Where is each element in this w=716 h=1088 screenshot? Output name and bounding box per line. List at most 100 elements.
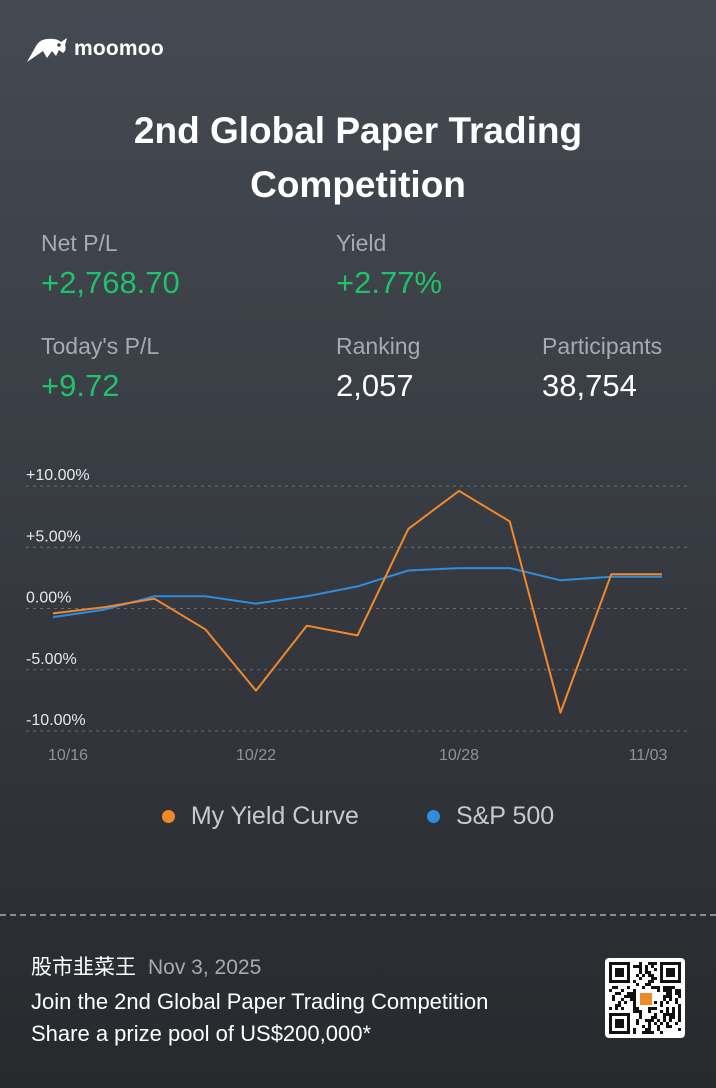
qr-module (675, 989, 678, 992)
qr-code[interactable] (605, 958, 685, 1038)
series-line-s-p-500 (52, 567, 662, 619)
username: 股市韭菜王 (31, 956, 136, 979)
qr-module (657, 986, 660, 989)
qr-module (633, 992, 636, 995)
qr-module (645, 983, 648, 986)
yield-label: Yield (336, 230, 387, 256)
qr-module (651, 974, 654, 977)
qr-module (624, 1001, 627, 1004)
qr-module (666, 995, 669, 998)
user-line: 股市韭菜王 Nov 3, 2025 (31, 954, 488, 982)
qr-module (648, 1031, 651, 1034)
qr-module (627, 986, 630, 989)
y-tick-label: +5.00% (26, 528, 81, 545)
qr-module (675, 998, 678, 1001)
qr-module (645, 1028, 648, 1031)
yield-stat: Yield +2.77% (336, 229, 442, 303)
qr-module (651, 962, 654, 965)
qr-module (615, 1004, 618, 1007)
qr-module (642, 986, 645, 989)
qr-module (633, 1031, 636, 1034)
qr-module (675, 1022, 678, 1025)
qr-module (636, 1022, 639, 1025)
qr-module (648, 962, 651, 965)
qr-module (636, 974, 639, 977)
qr-module (666, 1025, 669, 1028)
qr-module (672, 1010, 675, 1013)
qr-logo (640, 993, 652, 1005)
qr-module (654, 968, 657, 971)
qr-module (618, 1001, 621, 1004)
share-date: Nov 3, 2025 (148, 956, 262, 979)
qr-module (639, 977, 642, 980)
qr-module (615, 992, 618, 995)
qr-module (651, 965, 654, 968)
legend-dot-my-yield (161, 809, 175, 823)
qr-module (663, 1019, 666, 1022)
qr-module (645, 968, 648, 971)
participants-label: Participants (542, 333, 663, 359)
qr-module (639, 962, 642, 965)
qr-module (627, 992, 630, 995)
qr-module (663, 998, 666, 1001)
ranking-stat: Ranking 2,057 (336, 332, 420, 406)
qr-module (669, 1013, 672, 1016)
qr-module (648, 1010, 651, 1013)
ranking-label: Ranking (336, 333, 421, 359)
yield-value: +2.77% (336, 265, 443, 300)
moomoo-bull-icon (27, 38, 67, 62)
qr-module (651, 980, 654, 983)
qr-module (669, 1019, 672, 1022)
legend-item-my-yield: My Yield Curve (161, 802, 359, 831)
qr-module (624, 995, 627, 998)
qr-module (651, 1016, 654, 1019)
qr-module (609, 989, 612, 992)
legend-dot-sp500 (426, 809, 440, 823)
qr-module (660, 1001, 663, 1004)
qr-module (642, 1031, 645, 1034)
qr-module (633, 998, 636, 1001)
qr-module (630, 992, 633, 995)
todays-pl-label: Today's P/L (41, 333, 160, 359)
qr-module (612, 998, 615, 1001)
share-footer: 股市韭菜王 Nov 3, 2025 Join the 2nd Global Pap… (31, 954, 488, 1050)
qr-module (648, 1019, 651, 1022)
qr-module (678, 1028, 681, 1031)
participants-stat: Participants 38,754 (542, 332, 662, 406)
qr-module (678, 1004, 681, 1007)
qr-module (645, 965, 648, 968)
qr-module (621, 998, 624, 1001)
qr-module (666, 1022, 669, 1025)
qr-module (633, 1028, 636, 1031)
page-title: 2nd Global Paper Trading Competition (0, 104, 716, 212)
qr-module (615, 986, 618, 989)
net-pl-value: +2,768.70 (41, 265, 180, 300)
qr-module (618, 1004, 621, 1007)
qr-module (636, 1007, 639, 1010)
qr-module (678, 1016, 681, 1019)
qr-module (633, 980, 636, 983)
qr-module (633, 965, 636, 968)
qr-module (654, 977, 657, 980)
qr-module (666, 1010, 669, 1013)
qr-module (660, 1004, 663, 1007)
qr-module (639, 965, 642, 968)
qr-module (630, 998, 633, 1001)
qr-module (678, 995, 681, 998)
title-line-1: 2nd Global Paper Trading (133, 110, 583, 151)
x-tick-label: 10/28 (439, 747, 479, 764)
qr-module (657, 1019, 660, 1022)
qr-module (678, 1010, 681, 1013)
qr-module (630, 995, 633, 998)
qr-module (657, 989, 660, 992)
qr-module (612, 986, 615, 989)
promo-line-2: Share a prize pool of US$200,000* (31, 1021, 372, 1046)
brand-name: moomoo (74, 37, 164, 60)
qr-module (639, 1016, 642, 1019)
qr-module (666, 989, 669, 992)
qr-module (654, 986, 657, 989)
qr-module (639, 968, 642, 971)
qr-module (633, 1001, 636, 1004)
qr-module (627, 995, 630, 998)
qr-module (651, 1019, 654, 1022)
